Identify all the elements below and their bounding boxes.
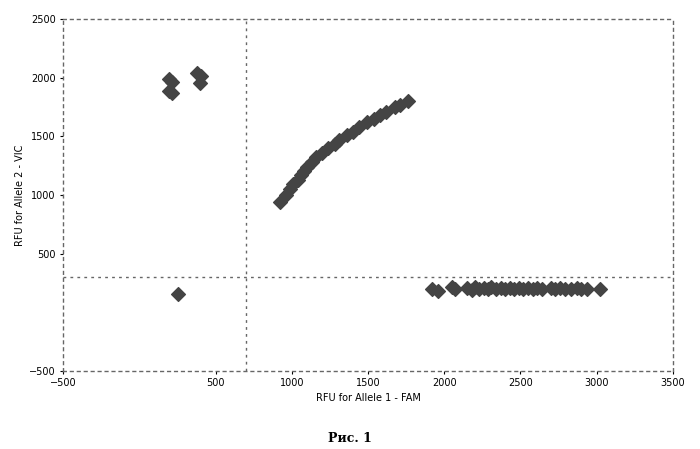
Point — [461, 285, 472, 292]
Point — [274, 198, 286, 206]
Point — [374, 111, 386, 119]
Point — [166, 79, 177, 86]
Point — [194, 80, 205, 87]
Point — [298, 168, 309, 175]
Point — [195, 73, 206, 80]
Point — [433, 287, 444, 295]
Point — [402, 97, 413, 105]
Point — [302, 163, 313, 170]
Point — [474, 285, 485, 292]
Point — [381, 108, 392, 115]
X-axis label: RFU for Allele 1 - FAM: RFU for Allele 1 - FAM — [316, 392, 421, 403]
Point — [341, 132, 352, 139]
Point — [306, 158, 317, 166]
Y-axis label: RFU for Allele 2 - VIC: RFU for Allele 2 - VIC — [15, 144, 25, 246]
Point — [486, 283, 497, 291]
Point — [478, 284, 489, 291]
Point — [172, 291, 183, 298]
Point — [288, 181, 299, 188]
Point — [495, 285, 506, 292]
Point — [509, 286, 520, 293]
Point — [491, 286, 502, 293]
Point — [446, 283, 457, 291]
Point — [354, 123, 365, 131]
Point — [317, 149, 328, 156]
Point — [522, 284, 533, 291]
Point — [347, 128, 358, 135]
Point — [293, 176, 304, 183]
Point — [469, 283, 480, 291]
Point — [285, 185, 296, 193]
Point — [369, 115, 380, 122]
Point — [545, 284, 557, 291]
Point — [518, 285, 529, 292]
Point — [466, 286, 477, 294]
Point — [323, 145, 334, 152]
Point — [582, 286, 593, 293]
Point — [426, 286, 438, 293]
Point — [571, 285, 582, 292]
Point — [449, 286, 461, 293]
Point — [554, 285, 566, 292]
Point — [527, 286, 538, 293]
Point — [329, 141, 340, 148]
Text: Рис. 1: Рис. 1 — [328, 431, 372, 445]
Point — [513, 285, 524, 292]
Point — [536, 285, 547, 292]
Point — [311, 154, 322, 161]
Point — [531, 285, 542, 292]
Point — [565, 285, 576, 292]
Point — [166, 89, 177, 97]
Point — [295, 172, 307, 179]
Point — [550, 286, 561, 293]
Point — [333, 136, 344, 143]
Point — [390, 103, 401, 110]
Point — [164, 75, 175, 83]
Point — [394, 101, 405, 108]
Point — [361, 119, 372, 126]
Point — [500, 285, 511, 292]
Point — [575, 285, 587, 292]
Point — [594, 285, 606, 292]
Point — [483, 285, 494, 292]
Point — [504, 284, 515, 291]
Point — [164, 87, 175, 94]
Point — [280, 191, 291, 198]
Point — [559, 285, 570, 292]
Point — [192, 69, 203, 76]
